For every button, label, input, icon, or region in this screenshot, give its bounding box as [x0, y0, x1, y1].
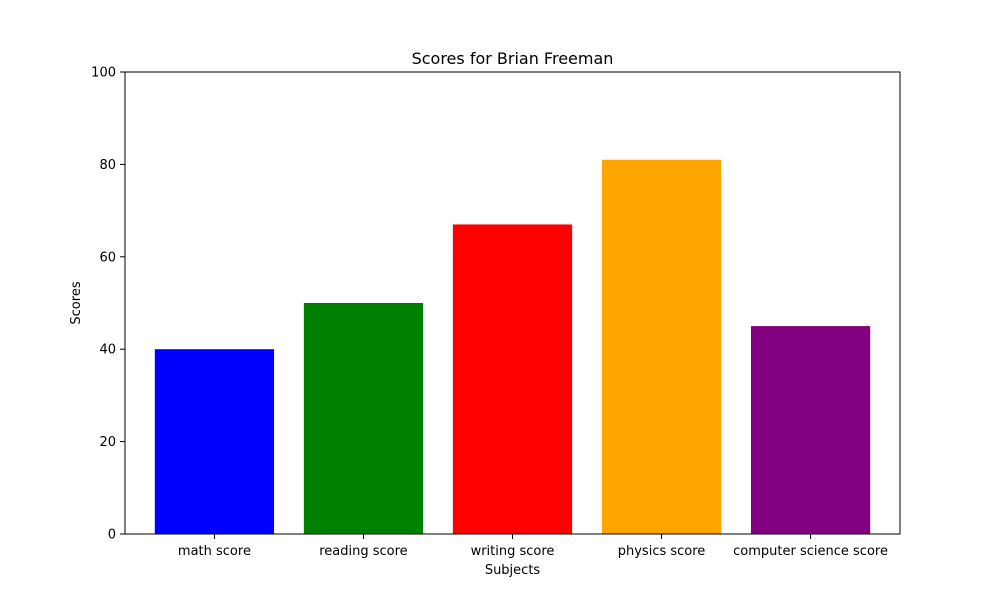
y-tick-label: 100 [91, 66, 116, 81]
y-tick-label: 0 [108, 528, 116, 543]
x-axis: math score reading score writing score phys… [178, 534, 888, 559]
bar-math-score [154, 349, 275, 534]
y-axis: 0 20 40 60 80 100 [91, 66, 125, 543]
y-tick-label: 80 [99, 158, 116, 173]
bar-computer-science-score [750, 326, 871, 534]
y-tick-label: 40 [99, 343, 116, 358]
chart-title: Scores for Brian Freeman [412, 49, 614, 68]
bar-physics-score [601, 159, 722, 534]
bars-layer [154, 159, 871, 534]
y-tick-label: 60 [99, 250, 116, 265]
bar-writing-score [452, 224, 573, 534]
x-tick-label: writing score [471, 544, 555, 559]
x-tick-label: math score [178, 544, 251, 559]
bar-reading-score [303, 303, 424, 534]
y-axis-label: Scores [69, 281, 84, 324]
x-tick-label: physics score [618, 544, 706, 559]
x-tick-label: computer science score [733, 544, 888, 559]
y-tick-label: 20 [99, 435, 116, 450]
x-axis-label: Subjects [485, 563, 541, 578]
x-tick-label: reading score [319, 544, 407, 559]
